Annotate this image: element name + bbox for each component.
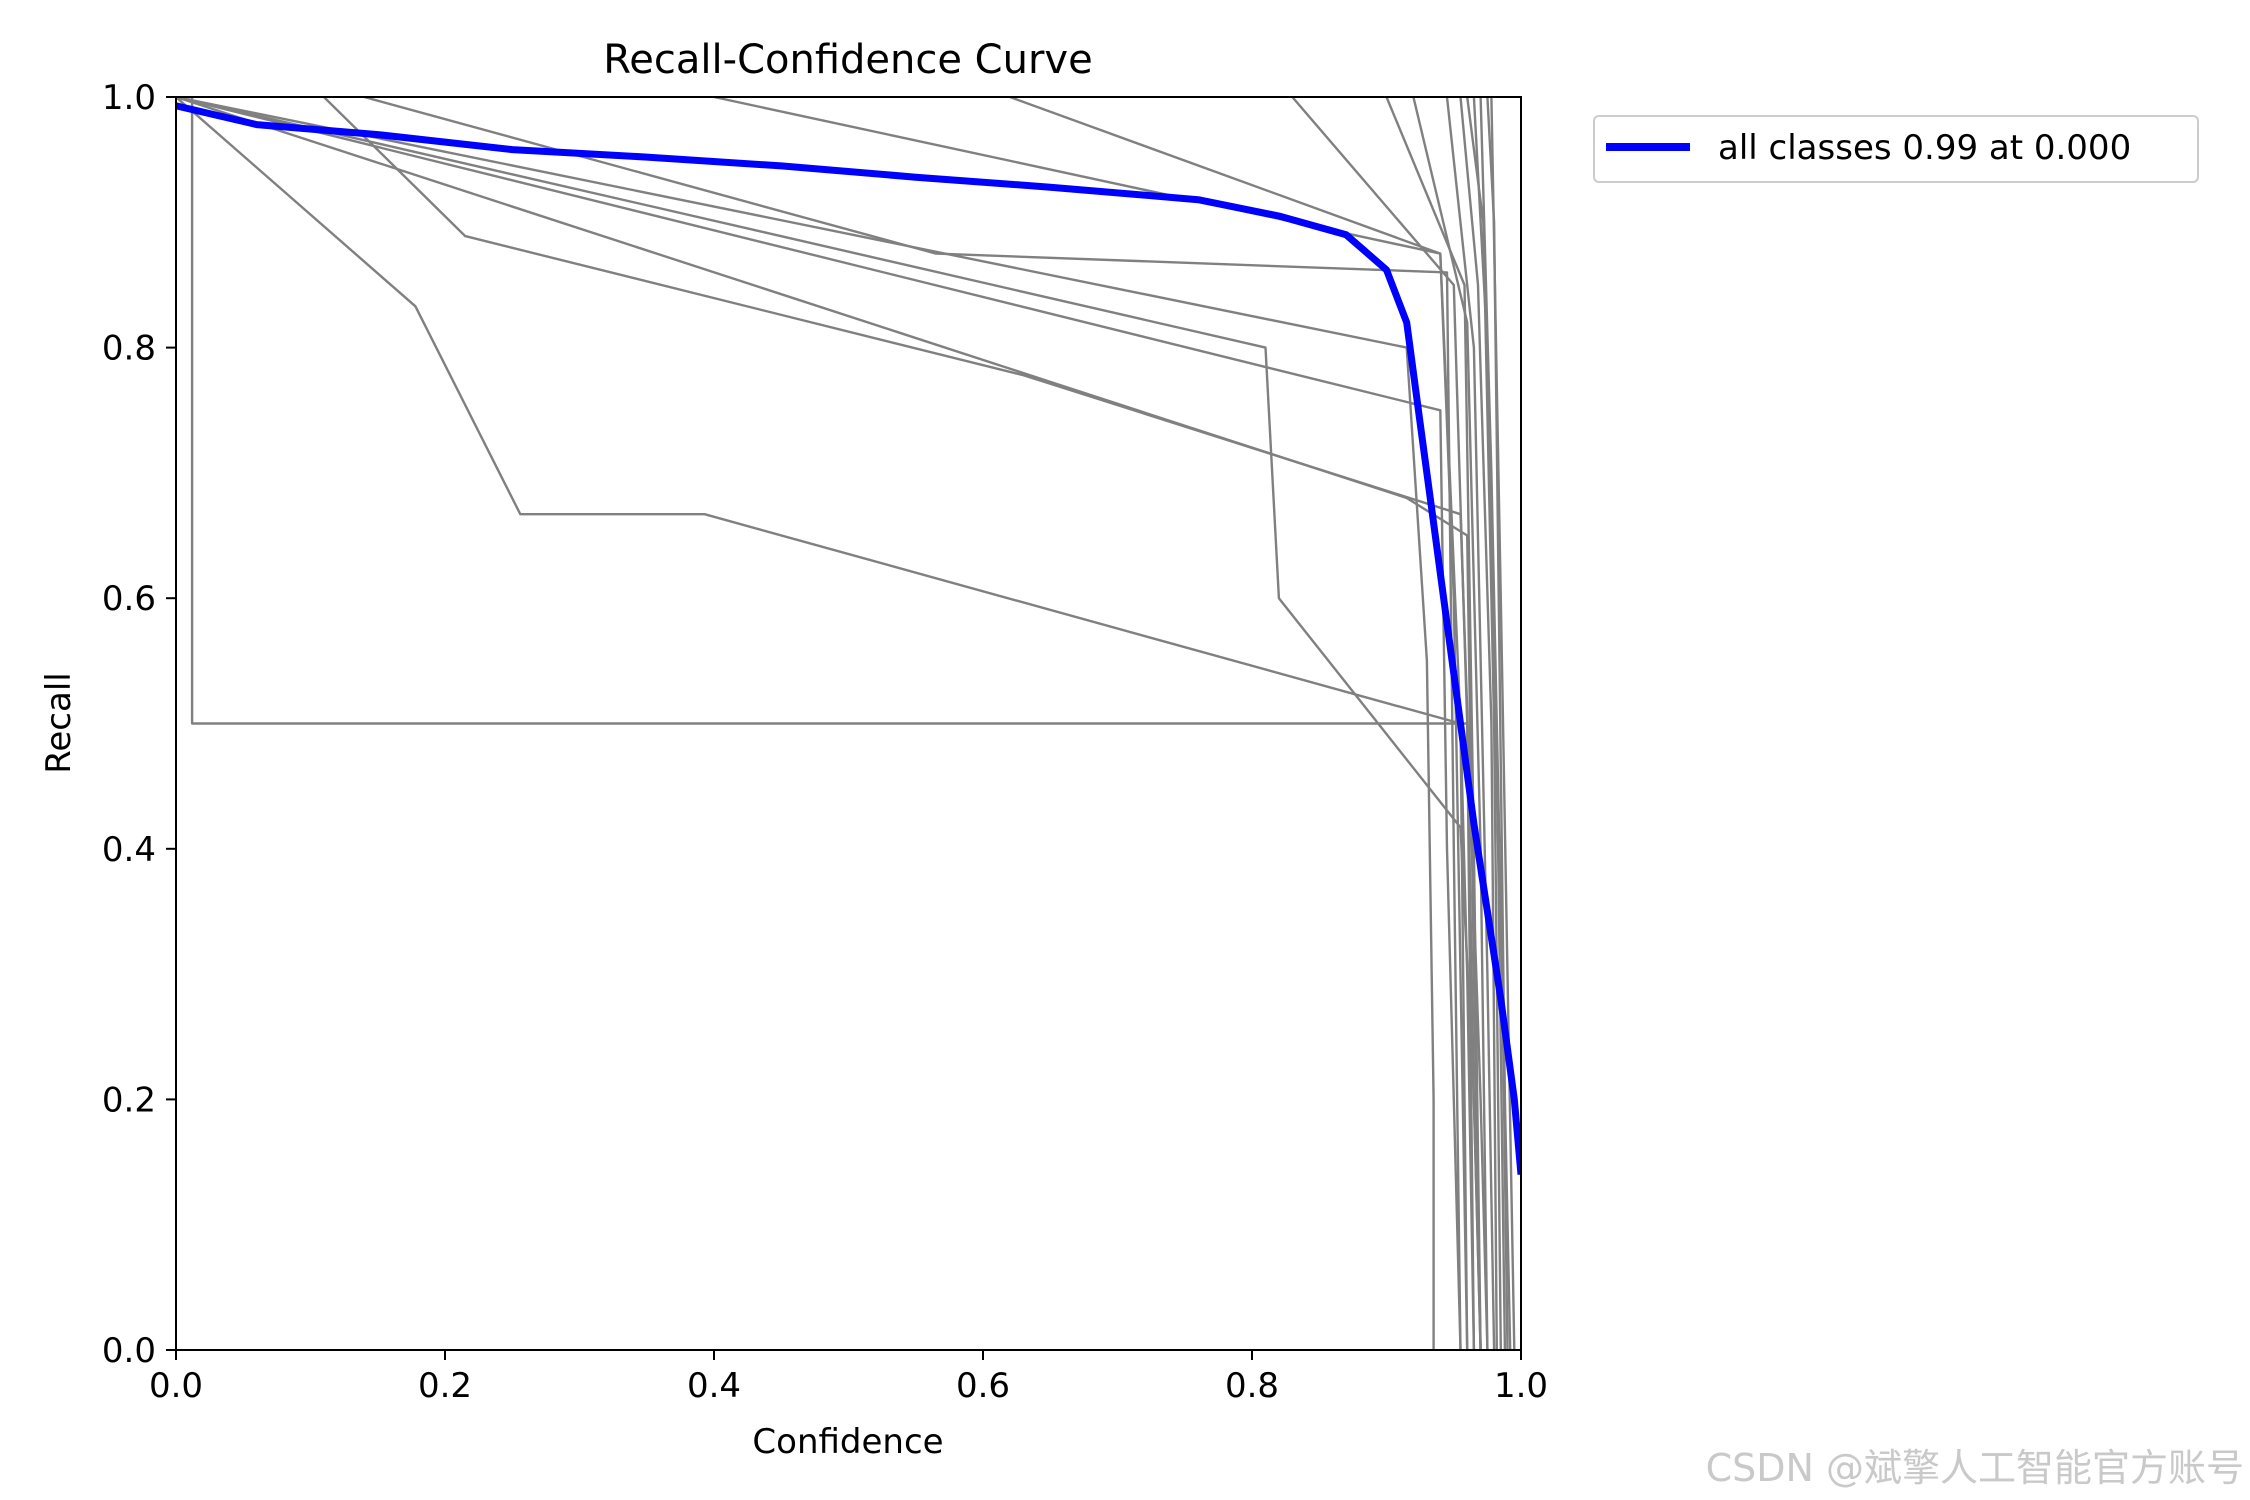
- legend-label: all classes 0.99 at 0.000: [1718, 128, 2131, 168]
- series-layer: [176, 97, 1521, 1350]
- series-line-class-1: [176, 97, 1482, 1350]
- x-tick-label: 0.4: [687, 1366, 741, 1406]
- series-line-class-5: [176, 97, 1435, 1350]
- series-line-class-17: [1472, 97, 1507, 1350]
- series-line-class-11: [1291, 97, 1476, 1350]
- series-line-class-14: [1445, 97, 1496, 1350]
- x-tick-label: 1.0: [1494, 1366, 1548, 1406]
- x-tick-label: 0.0: [149, 1366, 203, 1406]
- series-line-class-16: [1466, 97, 1502, 1350]
- series-line-class-6: [176, 97, 1462, 1350]
- y-tick-label: 0.8: [102, 329, 156, 369]
- series-line-class-7: [363, 97, 1462, 1350]
- y-tick-label: 0.4: [102, 830, 156, 870]
- y-tick-label: 0.6: [102, 579, 156, 619]
- series-line-class-4: [176, 97, 1482, 1350]
- x-tick-label: 0.2: [418, 1366, 472, 1406]
- y-tick-label: 0.2: [102, 1080, 156, 1120]
- y-tick-label: 1.0: [102, 78, 156, 118]
- series-line-class-19: [1486, 97, 1512, 1350]
- axis-layer: 0.0 0.2 0.4 0.6 0.8 1.0 0.0 0.2 0.4 0.6 0.8 1.0: [102, 78, 1548, 1406]
- x-axis-label: Confidence: [752, 1422, 943, 1462]
- plot-frame: [175, 96, 1522, 1351]
- series-line-class-15: [1459, 97, 1499, 1350]
- series-line-class-9: [1009, 97, 1469, 1350]
- legend-box: [1593, 115, 2199, 183]
- series-line-class-12: [1385, 97, 1482, 1350]
- x-tick-label: 0.6: [956, 1366, 1010, 1406]
- series-line-class-18: [1479, 97, 1509, 1350]
- y-axis-label: Recall: [39, 672, 79, 773]
- series-line-class-13: [1412, 97, 1489, 1350]
- watermark: CSDN @斌擎人工智能官方账号: [1706, 1446, 2244, 1490]
- y-tick-label: 0.0: [102, 1331, 156, 1371]
- series-line-class-20: [1490, 97, 1516, 1350]
- series-line-all-classes: [176, 102, 1521, 1175]
- legend: all classes 0.99 at 0.000: [1593, 115, 2199, 183]
- chart-title: Recall-Confidence Curve: [603, 37, 1092, 83]
- x-tick-label: 0.8: [1225, 1366, 1279, 1406]
